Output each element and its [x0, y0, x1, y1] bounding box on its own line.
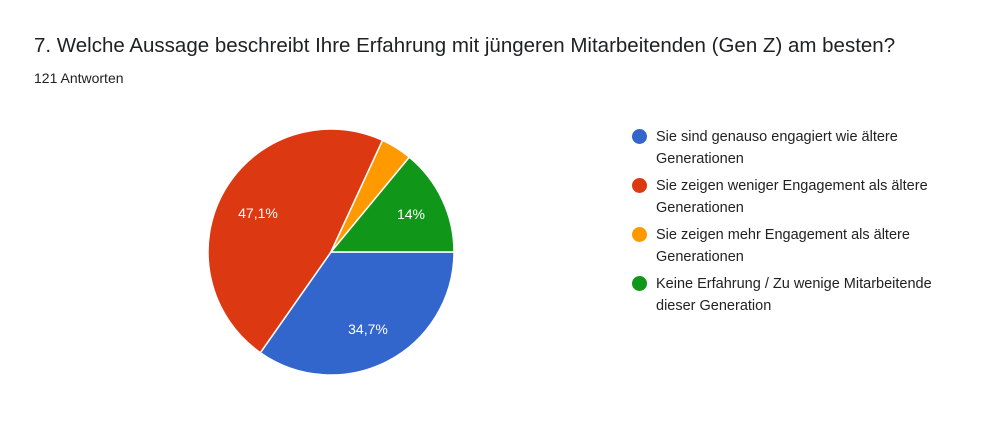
legend-dot-icon: [632, 178, 647, 193]
question-title: 7. Welche Aussage beschreibt Ihre Erfahr…: [34, 34, 896, 57]
legend-item-more-engagement: Sie zeigen mehr Engagement als ältere Ge…: [632, 224, 972, 268]
chart-legend: Sie sind genauso engagiert wie ältere Ge…: [632, 126, 972, 322]
legend-item-less-engagement: Sie zeigen weniger Engagement als ältere…: [632, 175, 972, 219]
slice-label-red: 47,1%: [238, 205, 278, 221]
legend-dot-icon: [632, 129, 647, 144]
legend-item-same-engagement: Sie sind genauso engagiert wie ältere Ge…: [632, 126, 972, 170]
slice-label-blue: 34,7%: [348, 321, 388, 337]
legend-dot-icon: [632, 227, 647, 242]
slice-label-green: 14%: [397, 206, 425, 222]
legend-label: Sie zeigen weniger Engagement als ältere…: [656, 178, 928, 216]
legend-item-no-experience: Keine Erfahrung / Zu wenige Mitarbeitend…: [632, 273, 972, 317]
slice-same-engagement: [259, 251, 455, 376]
legend-label: Sie sind genauso engagiert wie ältere Ge…: [656, 129, 898, 167]
slice-no-experience: [329, 156, 455, 253]
legend-dot-icon: [632, 276, 647, 291]
legend-label: Keine Erfahrung / Zu wenige Mitarbeitend…: [656, 276, 932, 314]
slice-less-engagement: [207, 128, 384, 354]
pie-slices: [207, 128, 455, 376]
response-count: 121 Antworten: [34, 70, 124, 86]
legend-label: Sie zeigen mehr Engagement als ältere Ge…: [656, 227, 910, 265]
